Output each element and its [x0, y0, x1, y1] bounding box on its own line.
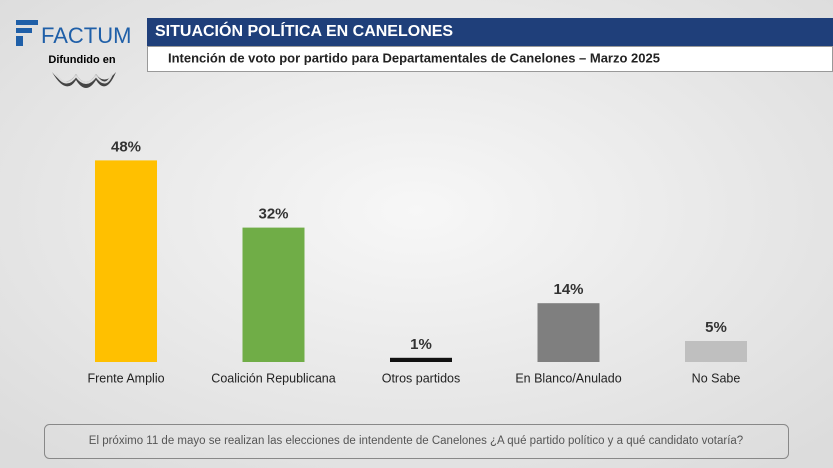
chart-subtitle: Intención de voto por partido para Depar…	[168, 50, 660, 65]
broadcast-label: Difundido en	[48, 54, 115, 66]
bar	[95, 160, 157, 362]
category-label: Otros partidos	[382, 371, 461, 385]
bar	[685, 341, 747, 362]
category-label: No Sabe	[692, 371, 741, 385]
value-label: 5%	[705, 319, 727, 336]
broadcaster-logo	[52, 72, 116, 88]
category-label: Coalición Republicana	[211, 371, 335, 385]
brand: FACTUM	[41, 23, 131, 48]
title-bar	[147, 18, 833, 46]
value-label: 32%	[258, 206, 288, 223]
value-label: 48%	[111, 138, 141, 155]
value-label: 14%	[553, 281, 583, 298]
bar	[537, 303, 600, 362]
chart-title: SITUACIÓN POLÍTICA EN CANELONES	[155, 21, 453, 40]
footnote: El próximo 11 de mayo se realizan las el…	[89, 435, 743, 447]
category-label: Frente Amplio	[87, 371, 164, 385]
value-label: 1%	[410, 336, 432, 353]
logo-mark	[16, 20, 38, 46]
footnote-box	[44, 424, 789, 459]
subtitle-box	[147, 46, 833, 72]
bar	[242, 227, 305, 362]
bar	[390, 357, 452, 362]
category-label: En Blanco/Anulado	[515, 371, 621, 385]
